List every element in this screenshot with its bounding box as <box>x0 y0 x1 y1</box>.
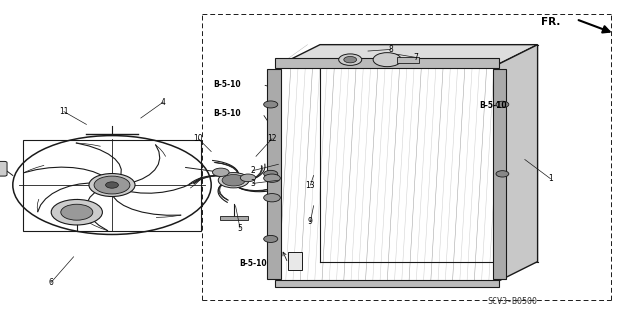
Text: 5: 5 <box>237 224 243 233</box>
Text: B-5-10: B-5-10 <box>213 80 241 89</box>
Circle shape <box>94 176 130 194</box>
FancyBboxPatch shape <box>0 161 7 176</box>
Bar <box>275 280 499 287</box>
Text: 2: 2 <box>250 166 255 175</box>
Bar <box>493 69 506 279</box>
Text: 8: 8 <box>388 45 393 54</box>
Bar <box>278 65 496 282</box>
Circle shape <box>222 174 245 186</box>
Circle shape <box>212 168 229 176</box>
Circle shape <box>344 56 356 63</box>
Circle shape <box>496 101 509 108</box>
Circle shape <box>61 204 93 220</box>
Circle shape <box>218 173 249 188</box>
Text: FR.: FR. <box>541 17 560 27</box>
Circle shape <box>373 53 401 67</box>
Bar <box>267 69 281 279</box>
Circle shape <box>51 199 102 225</box>
Circle shape <box>264 101 278 108</box>
Text: 1: 1 <box>548 174 553 183</box>
Circle shape <box>264 235 278 242</box>
Text: 3: 3 <box>250 179 255 188</box>
Text: 11: 11 <box>60 107 68 116</box>
Text: B-5-10: B-5-10 <box>239 259 267 268</box>
Circle shape <box>496 171 509 177</box>
Circle shape <box>264 174 280 182</box>
Bar <box>24 140 200 231</box>
Text: 10: 10 <box>193 134 204 143</box>
Text: 13: 13 <box>305 181 316 189</box>
Circle shape <box>339 54 362 65</box>
Text: SCV3-B0500: SCV3-B0500 <box>487 297 537 306</box>
Circle shape <box>241 174 256 182</box>
Circle shape <box>264 194 280 202</box>
Circle shape <box>89 174 135 197</box>
Polygon shape <box>496 45 538 282</box>
Text: 6: 6 <box>49 278 54 287</box>
Text: 12: 12 <box>268 134 276 143</box>
Circle shape <box>264 170 278 177</box>
Bar <box>220 216 248 220</box>
Circle shape <box>106 182 118 188</box>
Text: 4: 4 <box>161 98 166 107</box>
Text: 9: 9 <box>308 217 313 226</box>
Text: 7: 7 <box>413 53 419 62</box>
Bar <box>288 252 302 270</box>
Bar <box>275 58 499 68</box>
Text: B-5-10: B-5-10 <box>479 101 507 110</box>
Bar <box>397 57 419 63</box>
Polygon shape <box>278 45 538 65</box>
Text: B-5-10: B-5-10 <box>213 109 241 118</box>
